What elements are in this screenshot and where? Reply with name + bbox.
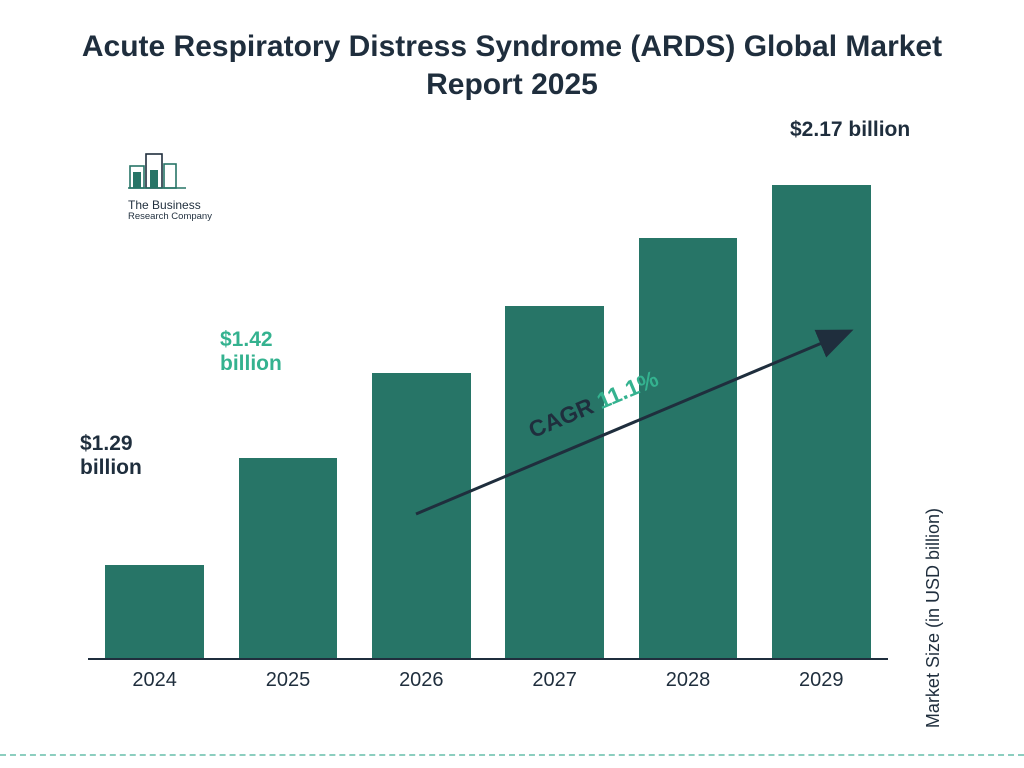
- chart-title: Acute Respiratory Distress Syndrome (ARD…: [0, 28, 1024, 103]
- value-label-2029: $2.17 billion: [790, 118, 910, 142]
- cagr-arrow: [88, 160, 936, 708]
- value-label-2025: $1.42 billion: [220, 328, 282, 376]
- footer-divider: [0, 754, 1024, 756]
- value-label-2024: $1.29 billion: [80, 432, 142, 480]
- chart-area: 202420252026202720282029 Market Size (in…: [88, 160, 936, 708]
